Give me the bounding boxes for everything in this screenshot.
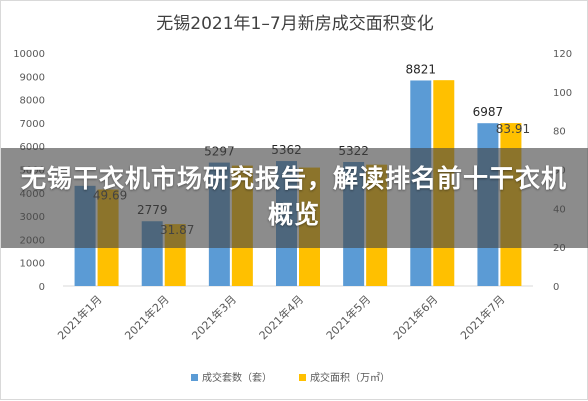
data-label-deal-count: 6987	[473, 105, 504, 119]
x-tick-label: 2021年3月	[189, 292, 239, 342]
y-left-tick-label: 10000	[13, 49, 45, 60]
y-right-tick-label: 80	[553, 127, 566, 138]
x-tick-label: 2021年5月	[323, 292, 373, 342]
y-left-tick-label: 7000	[20, 119, 45, 130]
y-left-tick-label: 0	[39, 282, 45, 293]
x-tick-label: 2021年7月	[457, 292, 507, 342]
y-left-tick-label: 6000	[20, 142, 45, 153]
legend-label: 成交面积（万㎡）	[310, 371, 390, 384]
y-left-tick-label: 9000	[20, 72, 45, 83]
x-tick-label: 2021年1月	[54, 292, 104, 342]
y-right-tick-label: 100	[553, 88, 572, 99]
headline-banner	[1, 148, 588, 248]
legend-swatch	[299, 374, 306, 381]
data-label-deal-area: 83.91	[496, 122, 530, 136]
x-tick-label: 2021年6月	[390, 292, 440, 342]
legend-swatch	[191, 374, 198, 381]
y-right-tick-label: 20	[553, 243, 566, 254]
data-label-deal-count: 8821	[406, 62, 437, 76]
x-tick-label: 2021年4月	[256, 292, 306, 342]
y-left-tick-label: 8000	[20, 96, 45, 107]
x-tick-label: 2021年2月	[122, 292, 172, 342]
y-right-tick-label: 0	[553, 282, 559, 293]
headline-text: 无锡干衣机市场研究报告，解读排名前十干衣机概览	[20, 164, 567, 229]
y-left-tick-label: 1000	[20, 259, 45, 270]
legend-label: 成交套数（套）	[202, 371, 272, 384]
y-right-tick-label: 120	[553, 49, 572, 60]
chart-title: 无锡2021年1–7月新房成交面积变化	[156, 14, 433, 34]
